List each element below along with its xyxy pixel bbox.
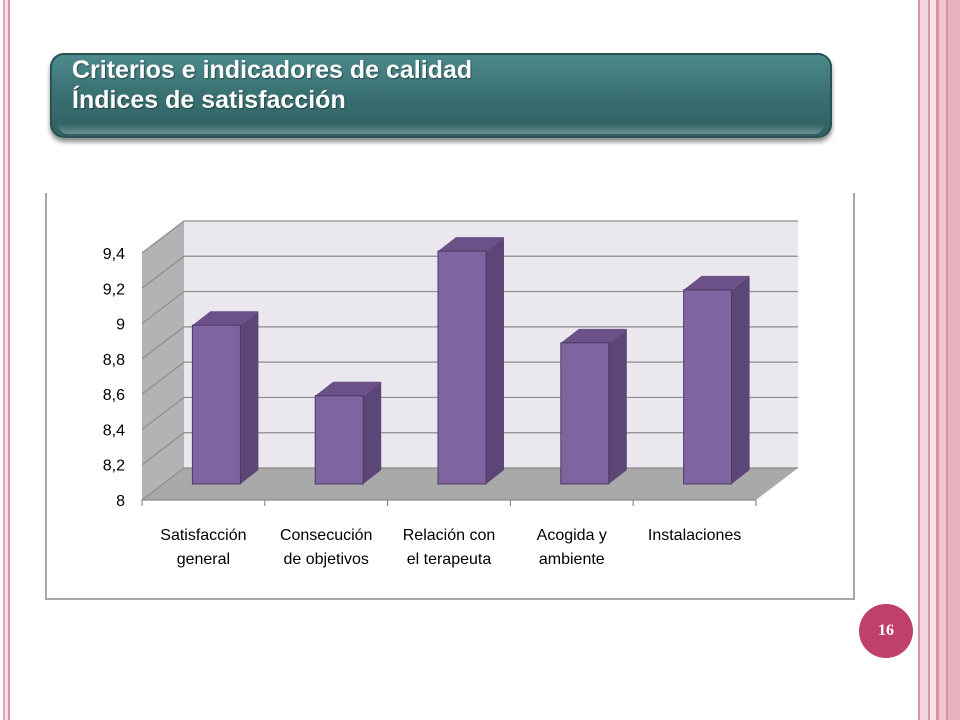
y-tick-label: 9,2 [103,281,125,298]
bar [560,342,610,485]
x-category-label: Instalaciones [648,527,741,544]
bar-top [438,237,504,252]
bar-top [192,311,259,326]
bar-top [683,275,750,290]
y-tick-label: 8 [116,493,125,510]
chart-side-wall [142,221,184,500]
page-number-badge: 16 [859,604,913,658]
x-category-label: Relación con [403,527,496,544]
gridline [141,255,798,289]
bar-side [731,275,750,484]
bar [191,324,241,485]
y-tick-label: 8,6 [103,387,125,404]
y-tick-label: 8,4 [103,422,125,439]
y-tick-label: 9,4 [103,246,125,263]
x-category-label: Acogida y [537,527,607,544]
bar-side [240,311,259,484]
left-decorative-border [0,0,11,720]
x-category-label: el terapeuta [407,551,492,568]
x-category-label: de objetivos [284,551,369,568]
bar [683,289,733,485]
bar [437,250,487,485]
gridline [141,290,798,325]
gridline [141,220,798,254]
x-category-label: Satisfacción [160,527,246,544]
y-tick-label: 8,2 [103,458,125,475]
satisfaction-bar-chart: 8 8,2 8,4 8,6 8,8 9 9,2 9,4 Satisfacción general C… [103,220,798,568]
bar-side [486,237,504,484]
x-category-label: general [177,551,230,568]
chart-frame: 8 8,2 8,4 8,6 8,8 9 9,2 9,4 Satisfacción general C… [45,193,855,600]
slide-subtitle: Índices de satisfacción [72,86,346,114]
bar [314,395,364,485]
y-tick-label: 8,8 [103,352,125,369]
bar-side [608,328,627,484]
bar-top [560,328,627,343]
gridline [141,326,798,360]
slide-title: Criterios e indicadores de calidad [72,56,473,84]
title-banner: Criterios e indicadores de calidad Índic… [50,53,832,138]
y-tick-label: 9 [116,317,125,334]
bar-side [363,381,382,484]
right-decorative-border [916,0,960,720]
x-category-label: ambiente [539,551,605,568]
bar-top [315,381,382,396]
x-category-label: Consecución [280,527,373,544]
